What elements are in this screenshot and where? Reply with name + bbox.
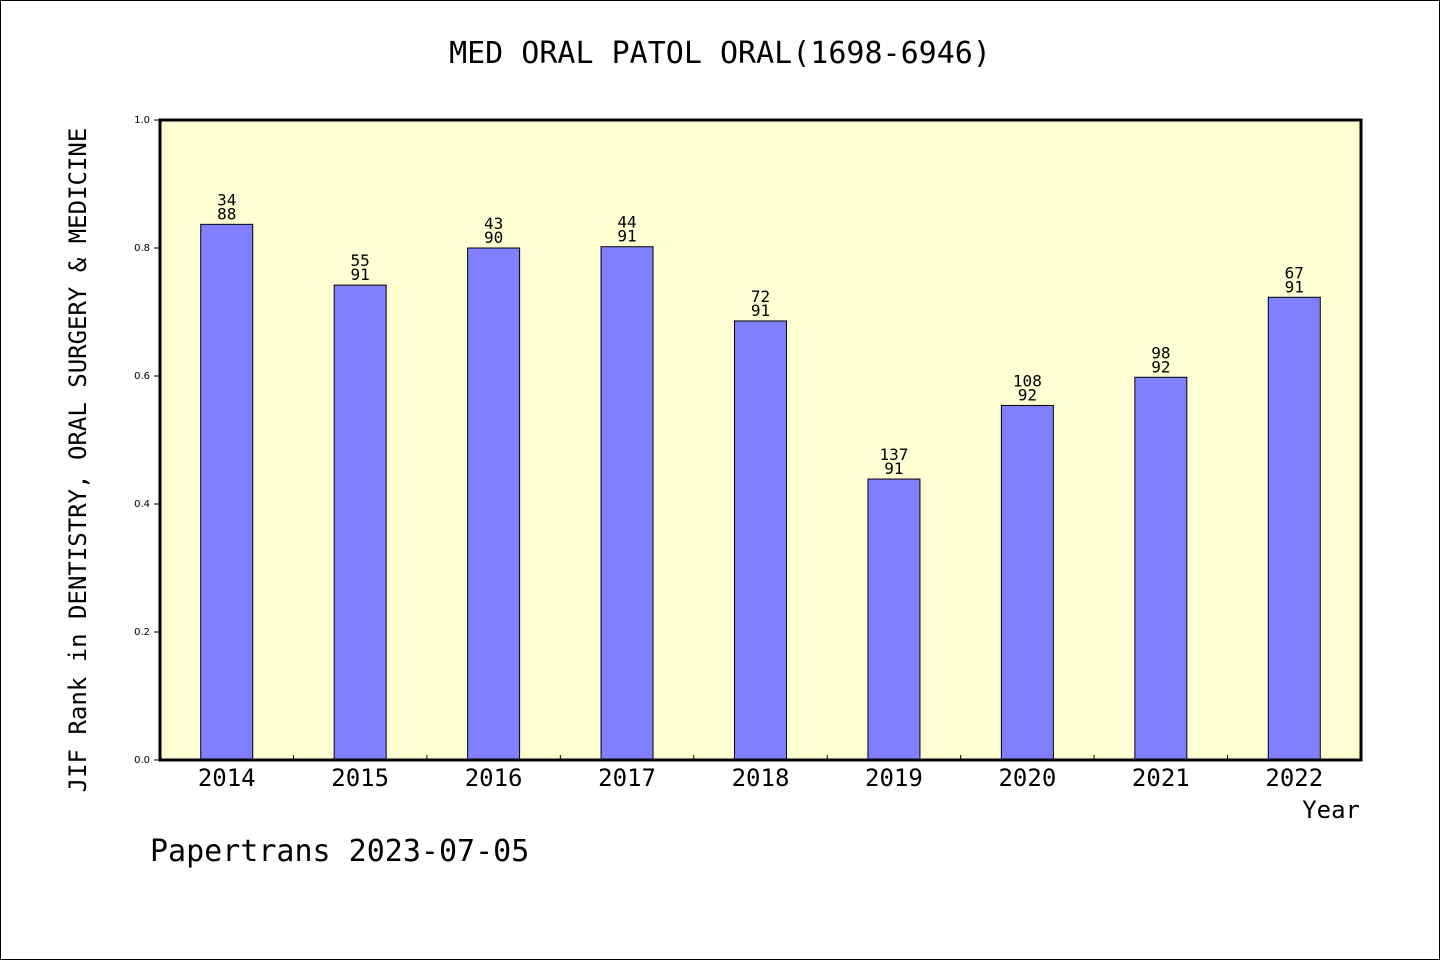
bar-2020 <box>1000 404 1054 761</box>
bar-label-total-2019: 91 <box>884 459 903 478</box>
y-tick-label-0.8: 0.8 <box>134 243 150 254</box>
x-tick-label-2016: 2016 <box>465 764 523 792</box>
x-tick-label-2022: 2022 <box>1265 764 1323 792</box>
x-tick-label-2021: 2021 <box>1132 764 1190 792</box>
x-tick-label-2018: 2018 <box>732 764 790 792</box>
bar-label-rank-2016: 43 <box>484 214 503 233</box>
bar-2019 <box>867 478 921 761</box>
bar-label-total-2017: 91 <box>617 227 636 246</box>
bar-label-total-2018: 91 <box>751 301 770 320</box>
bar-label-rank-2019: 137 <box>879 445 908 464</box>
bar-2016 <box>467 247 521 761</box>
x-tick-label-2015: 2015 <box>331 764 389 792</box>
bar-2014 <box>200 223 254 761</box>
y-axis-label: JIF Rank in DENTISTRY, ORAL SURGERY & ME… <box>64 127 92 793</box>
bar-label-rank-2021: 98 <box>1151 343 1170 362</box>
y-tick-label-0.4: 0.4 <box>134 499 150 510</box>
bar-2018 <box>734 320 787 761</box>
bar-2022 <box>1267 296 1321 761</box>
bar-label-total-2020: 92 <box>1018 385 1037 404</box>
chart-title: MED ORAL PATOL ORAL(1698-6946) <box>449 36 991 71</box>
bar-label-rank-2018: 72 <box>751 287 770 306</box>
bar-label-total-2015: 91 <box>351 265 370 284</box>
bar-label-rank-2014: 34 <box>217 190 236 209</box>
x-tick-label-2020: 2020 <box>998 764 1056 792</box>
y-tick-label-0.2: 0.2 <box>134 627 150 638</box>
bar-label-rank-2017: 44 <box>617 213 636 232</box>
bar-label-rank-2020: 108 <box>1013 371 1042 390</box>
footer-credit: Papertrans 2023-07-05 <box>150 834 530 869</box>
plot-border <box>158 118 1363 762</box>
bar-2021 <box>1134 376 1188 761</box>
x-tick-label-2019: 2019 <box>865 764 923 792</box>
bar-label-total-2022: 91 <box>1285 277 1304 296</box>
bar-label-total-2014: 88 <box>217 204 236 223</box>
bar-label-rank-2022: 67 <box>1285 263 1304 282</box>
x-tick-label-2014: 2014 <box>198 764 256 792</box>
y-tick-label-0.0: 0.0 <box>134 755 150 766</box>
bar-label-total-2021: 92 <box>1151 357 1170 376</box>
bar-label-rank-2015: 55 <box>351 251 370 270</box>
bar-2017 <box>600 246 654 761</box>
x-tick-label-2017: 2017 <box>598 764 656 792</box>
bar-label-total-2016: 90 <box>484 228 503 247</box>
y-tick-label-0.6: 0.6 <box>134 371 150 382</box>
y-tick-label-1.0: 1.0 <box>134 115 150 126</box>
x-axis-label: Year <box>1302 796 1360 824</box>
bar-2015 <box>333 284 387 761</box>
